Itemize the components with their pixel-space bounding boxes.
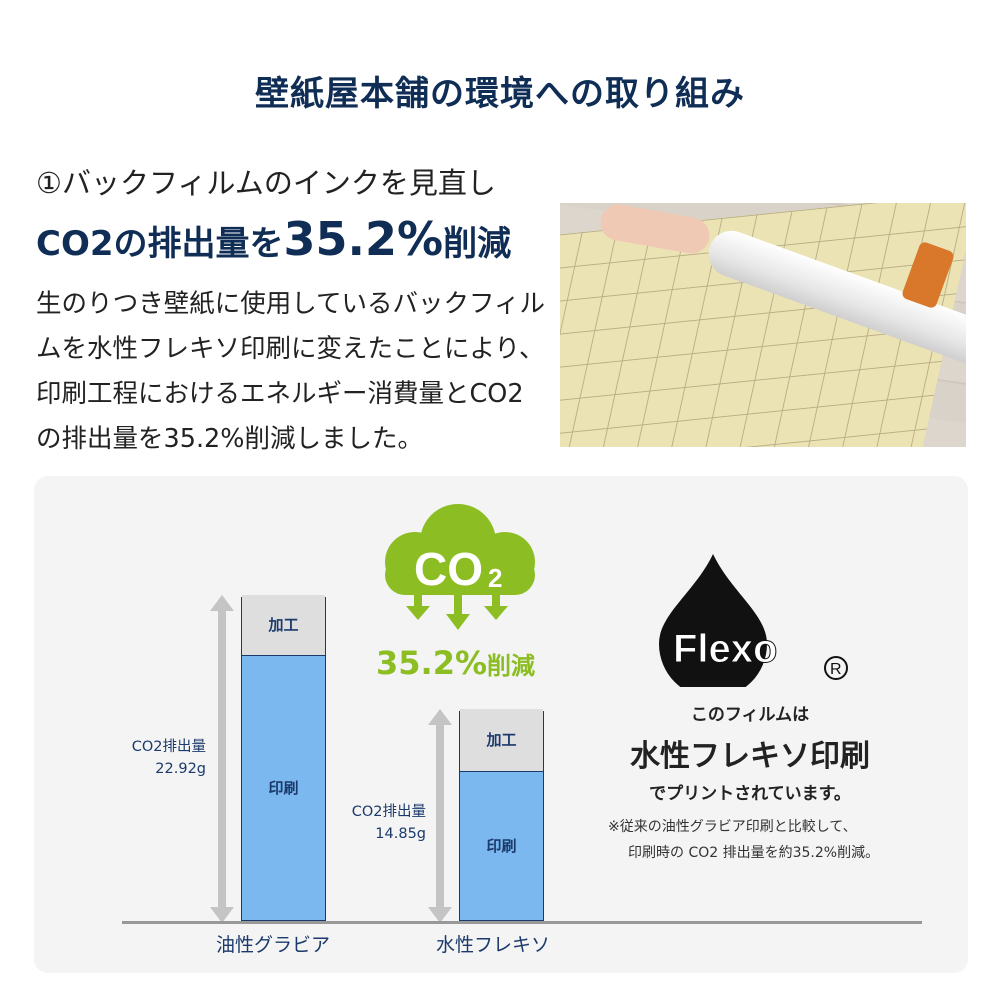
segment-label: 印刷 — [268, 779, 299, 798]
total-label-title: CO2排出量 — [351, 804, 426, 821]
reduction-label: 35.2%削減 — [376, 644, 535, 682]
total-label: CO2排出量 14.85g — [352, 801, 426, 845]
chart-baseline — [122, 921, 922, 924]
segment-label: 加工 — [486, 731, 517, 750]
flexo-logo: Flexo R — [659, 554, 848, 687]
bar-1: 印刷 加工 — [459, 709, 544, 921]
total-label-value: 22.92g — [155, 761, 206, 778]
segment-label: 加工 — [268, 616, 299, 635]
bar-0: 印刷 加工 — [241, 595, 326, 921]
total-label-title: CO2排出量 — [131, 739, 206, 756]
page-title: 壁紙屋本舗の環境への取り組み — [255, 74, 745, 114]
reduction-text: 削減 — [487, 652, 536, 680]
flexo-line1: このフィルムは — [690, 705, 810, 725]
category-label: 油性グラビア — [215, 934, 330, 956]
flexo-description: このフィルムは 水性フレキソ印刷 でプリントされています。 — [600, 700, 900, 804]
reduction-value: 35.2% — [376, 644, 488, 682]
headline-pre: CO2の排出量を — [36, 224, 284, 264]
flexo-line3: でプリントされています。 — [649, 784, 851, 804]
co2-cloud-icon: CO 2 — [385, 504, 535, 630]
total-arrow — [428, 709, 452, 923]
flexo-line2: 水性フレキソ印刷 — [630, 739, 870, 774]
note-line2: 印刷時の CO2 排出量を約35.2%削減。 — [628, 845, 880, 861]
svg-text:R: R — [830, 661, 842, 678]
total-label: CO2排出量 22.92g — [132, 736, 206, 780]
bar-segment-print: 印刷 — [242, 655, 325, 920]
bar-segment-print: 印刷 — [460, 771, 543, 920]
flexo-logo-text: Flexo — [673, 627, 777, 671]
co2-subscript: 2 — [488, 563, 502, 593]
segment-label: 印刷 — [486, 837, 517, 856]
bar-segment-process: 加工 — [460, 709, 543, 772]
headline-value: 35.2% — [283, 212, 444, 266]
category-label: 水性フレキソ — [435, 934, 550, 956]
product-photo — [560, 203, 966, 447]
section-headline: CO2の排出量を35.2%削減 — [36, 212, 511, 266]
section-body: 生のりつき壁紙に使用しているバックフィルムを水性フレキソ印刷に変えたことにより、… — [36, 289, 545, 454]
headline-post: 削減 — [443, 224, 512, 264]
co2-text: CO — [414, 543, 483, 595]
note-line1: ※従来の油性グラビア印刷と比較して、 — [608, 819, 857, 835]
section-subtitle: ①バックフィルムのインクを見直し — [36, 166, 496, 200]
total-label-value: 14.85g — [375, 826, 426, 843]
bar-segment-process: 加工 — [242, 595, 325, 656]
flexo-note: ※従来の油性グラビア印刷と比較して、 印刷時の CO2 排出量を約35.2%削減… — [608, 814, 879, 866]
total-arrow — [210, 595, 234, 923]
